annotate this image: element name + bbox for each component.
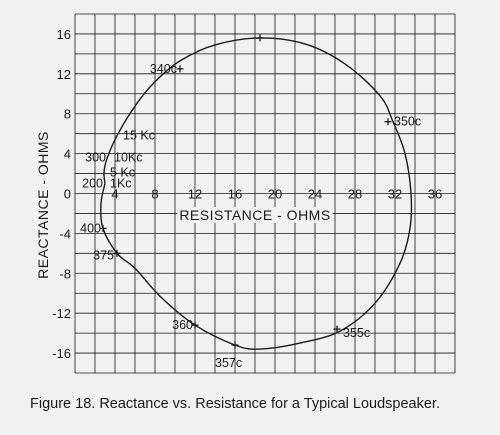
- x-tick-label: 28: [348, 187, 362, 202]
- frequency-annotation: 350c: [394, 115, 421, 129]
- frequency-annotation: 1Kc: [110, 177, 132, 191]
- x-tick-label: 12: [188, 187, 202, 202]
- y-tick-labels: 16 12 8 4 0 -4 -8 -12 -16: [52, 27, 71, 361]
- y-tick-label: -12: [52, 306, 71, 321]
- point-marker: [113, 249, 121, 257]
- y-axis-label: REACTANCE - OHMS: [35, 131, 51, 279]
- grid: [74, 13, 456, 374]
- point-marker: [333, 325, 341, 333]
- y-tick-label: 0: [64, 187, 71, 202]
- impedance-curve-line: [100, 37, 413, 350]
- frequency-annotation: 360: [172, 318, 193, 332]
- frequency-annotation: 15 Kc: [123, 129, 155, 143]
- frequency-annotation: 5 Kc: [110, 166, 135, 180]
- x-axis-label: RESISTANCE - OHMS: [179, 207, 330, 223]
- y-tick-label: 16: [57, 27, 71, 42]
- point-marker: [231, 341, 239, 349]
- y-tick-label: 12: [57, 67, 71, 82]
- point-marker: [191, 321, 199, 329]
- frequency-annotation: 340c: [150, 62, 177, 76]
- point-markers: [99, 34, 392, 349]
- point-marker: [99, 224, 107, 232]
- point-marker: [176, 65, 184, 73]
- frequency-annotation: 200: [82, 177, 103, 191]
- x-tick-label: 32: [388, 187, 402, 202]
- x-tick-label: 16: [228, 187, 242, 202]
- frequency-annotation: 375: [93, 248, 114, 262]
- frequency-annotation: 300: [85, 151, 106, 165]
- point-marker: [384, 118, 392, 126]
- x-tick-labels: 4 8 12 16 20 24 28 32 36: [111, 187, 442, 202]
- frequency-annotation: 355c: [343, 326, 370, 340]
- x-tick-label: 4: [111, 187, 118, 202]
- x-tick-label: 24: [308, 187, 322, 202]
- frequency-annotation: 357c: [215, 356, 242, 370]
- y-tick-label: -8: [59, 266, 71, 281]
- x-axis-label-backing: [177, 207, 333, 223]
- impedance-curve: [100, 37, 413, 350]
- frequency-annotation: 400: [80, 221, 101, 235]
- frequency-annotation: 10Kc: [114, 151, 143, 165]
- x-tick-label: 8: [151, 187, 158, 202]
- y-tick-label: -4: [59, 226, 71, 241]
- x-tick-label: 20: [268, 187, 282, 202]
- x-tick-label: 36: [428, 187, 442, 202]
- figure-caption: Figure 18. Reactance vs. Resistance for …: [30, 396, 440, 412]
- y-tick-label: 8: [64, 107, 71, 122]
- point-marker: [256, 34, 264, 42]
- y-tick-label: 4: [64, 147, 71, 162]
- y-tick-label: -16: [52, 346, 71, 361]
